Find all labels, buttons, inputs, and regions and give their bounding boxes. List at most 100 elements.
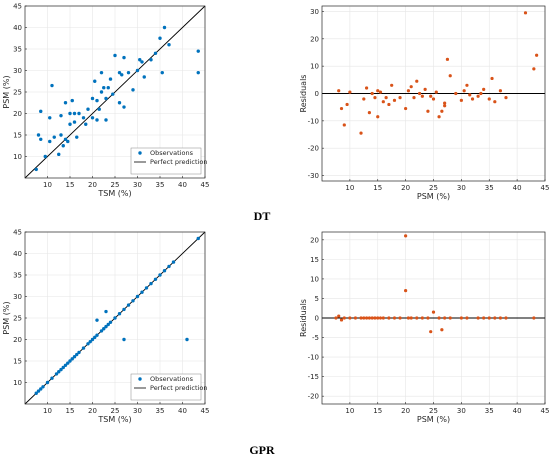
observation-point: [196, 49, 200, 53]
residual-point: [423, 87, 427, 91]
y-tick-label: 25: [13, 315, 22, 323]
residual-point: [429, 330, 433, 334]
residual-point: [381, 316, 385, 320]
residual-point: [376, 316, 380, 320]
residual-point: [417, 91, 422, 96]
observation-point: [72, 111, 77, 116]
observation-point: [50, 376, 54, 380]
x-tick-label: 10: [345, 184, 354, 192]
observation-point: [153, 51, 158, 55]
observation-point: [126, 303, 131, 307]
y-tick-label: 25: [13, 89, 22, 97]
y-axis-label: Residuals: [299, 299, 308, 337]
y-tick-label: 45: [13, 229, 22, 237]
observation-point: [196, 70, 200, 75]
dt-scatter-chart: 10 15 20 25 30 35 40 45 10 15 20 25 30 35 40 45 TSM (%) P…: [2, 3, 209, 199]
observation-point: [102, 86, 106, 90]
observation-point: [99, 329, 104, 333]
residual-point: [459, 316, 463, 320]
observation-point: [113, 316, 117, 320]
x-tick-label: 10: [43, 181, 52, 189]
x-tick-label: 35: [156, 407, 165, 415]
residual-point: [412, 96, 416, 100]
residual-point: [378, 90, 383, 94]
legend-observation-marker: [138, 377, 142, 381]
x-axis-label: TSM (%): [97, 415, 131, 424]
observation-point: [106, 86, 110, 90]
residual-point: [367, 111, 371, 115]
residual-point: [370, 316, 374, 320]
residual-point: [406, 89, 411, 93]
x-tick-label: 45: [201, 181, 210, 189]
x-tick-label: 40: [178, 407, 187, 415]
observation-point: [48, 139, 52, 144]
residual-point: [345, 102, 349, 107]
observation-point: [167, 43, 171, 47]
residual-point: [415, 316, 419, 320]
residual-point: [426, 316, 430, 320]
x-tick-label: 20: [88, 407, 97, 415]
y-tick-label: 10: [310, 275, 319, 283]
plot-frame: [321, 231, 546, 405]
x-tick-label: 20: [401, 184, 410, 192]
y-tick-label: 10: [310, 63, 319, 71]
observation-point: [142, 75, 146, 79]
observation-point: [39, 387, 43, 391]
residual-point: [448, 74, 452, 78]
x-tick-label: 15: [66, 407, 75, 415]
gpr-residuals-chart: 10 15 20 25 30 35 40 45 -20 -15 -10 -5 0 5 10 15 20 PSM (…: [299, 231, 549, 424]
y-tick-label: 20: [13, 110, 22, 118]
observation-point: [68, 111, 72, 116]
observation-point: [131, 88, 135, 92]
residual-point: [476, 94, 480, 98]
residual-point: [373, 316, 377, 320]
residual-point: [378, 316, 383, 320]
observation-point: [81, 346, 86, 350]
dt-caption: DT: [254, 209, 271, 223]
residual-point: [426, 109, 430, 113]
observation-point: [86, 342, 90, 346]
x-tick-label: 15: [373, 407, 382, 415]
residual-point: [468, 93, 472, 97]
observation-point: [86, 107, 90, 111]
residual-point: [390, 83, 394, 87]
x-tick-label: 40: [178, 181, 187, 189]
residual-point: [376, 89, 380, 93]
observation-point: [162, 25, 167, 30]
x-tick-label: 25: [429, 407, 438, 415]
observation-point: [59, 367, 63, 372]
x-tick-label: 30: [133, 181, 142, 189]
residual-point: [476, 316, 480, 320]
residual-point: [532, 67, 536, 71]
residual-point: [440, 109, 444, 113]
residual-point: [462, 89, 466, 93]
x-tick-label: 30: [457, 407, 466, 415]
observation-point: [140, 60, 144, 64]
residual-point: [381, 100, 385, 104]
y-tick-label: 35: [13, 46, 22, 54]
observation-point: [59, 113, 63, 118]
observation-point: [39, 109, 43, 114]
observation-point: [90, 96, 95, 101]
y-tick-label: -15: [308, 373, 319, 381]
y-tick-label: 30: [13, 293, 22, 301]
residual-point: [535, 53, 539, 57]
x-tick-label: 40: [513, 407, 522, 415]
residual-point: [420, 94, 424, 98]
observation-point: [77, 111, 81, 116]
plot-frame: [24, 5, 206, 179]
residual-point: [334, 316, 338, 320]
observation-point: [153, 277, 158, 281]
observation-point: [120, 73, 124, 77]
legend-box: [130, 147, 202, 175]
residual-point: [431, 97, 436, 101]
residual-point: [465, 83, 469, 87]
observation-point: [95, 98, 99, 103]
observation-point: [81, 116, 86, 120]
residual-point: [434, 90, 438, 94]
observation-point: [72, 120, 77, 124]
observation-point: [70, 98, 74, 103]
residual-point: [440, 328, 444, 332]
